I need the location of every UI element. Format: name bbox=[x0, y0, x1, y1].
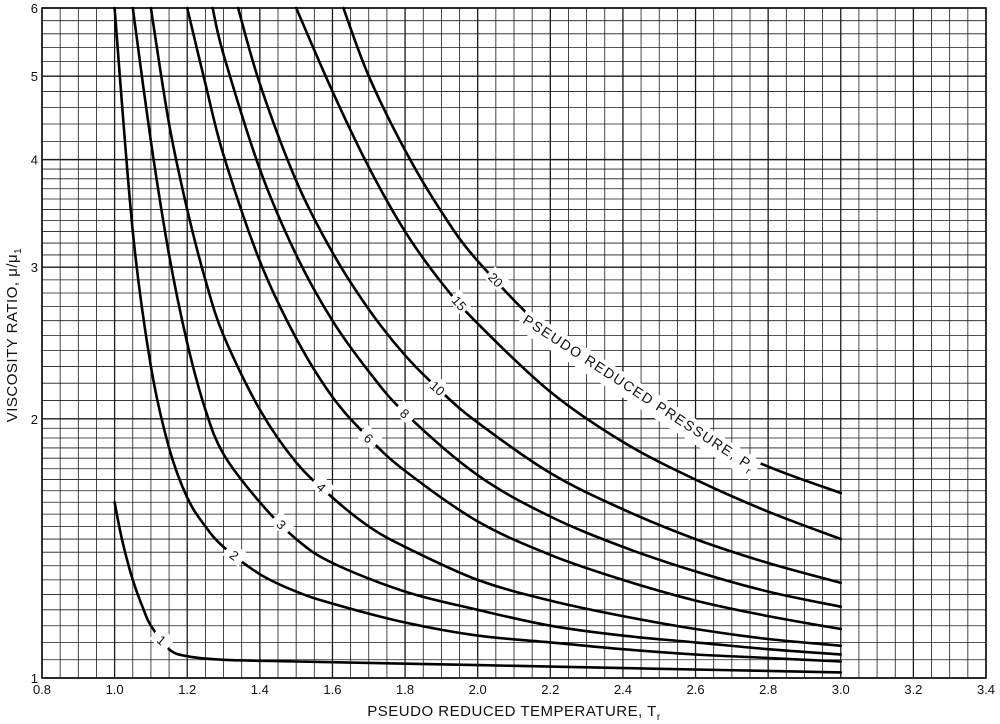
series-line-pr-6 bbox=[185, 6, 843, 631]
annotation-bg bbox=[514, 308, 762, 481]
x-tick-label: 1.4 bbox=[251, 682, 269, 697]
x-tick-label: 2.8 bbox=[759, 682, 777, 697]
plot-frame bbox=[41, 7, 987, 679]
x-tick-label: 2.0 bbox=[469, 682, 487, 697]
x-axis-title: PSEUDO REDUCED TEMPERATURE, Tr bbox=[367, 703, 661, 723]
series-label-bg bbox=[447, 289, 473, 316]
series-label-bg bbox=[392, 399, 419, 426]
series-label-bg bbox=[269, 510, 296, 537]
series-label-bg bbox=[356, 424, 383, 450]
x-tick-labels: 0.8 1.0 1.2 1.4 1.6 1.8 2.0 2.2 2.4 2.6 2.8 3.0 3.2 3… bbox=[33, 682, 995, 697]
series-line-pr-4 bbox=[149, 6, 843, 648]
series-line-pr-3 bbox=[131, 6, 843, 656]
x-tick-label: 2.2 bbox=[541, 682, 559, 697]
x-tick-label: 0.8 bbox=[33, 682, 51, 697]
y-tick-label: 2 bbox=[31, 412, 38, 427]
series-line-pr-15 bbox=[294, 6, 843, 541]
x-tick-label: 2.4 bbox=[614, 682, 632, 697]
y-tick-label: 4 bbox=[31, 153, 38, 168]
x-tick-label: 3.0 bbox=[832, 682, 850, 697]
series-line-pr-2 bbox=[113, 6, 843, 663]
y-tick-label: 1 bbox=[31, 671, 38, 686]
x-tick-label: 3.4 bbox=[977, 682, 995, 697]
x-tick-label: 1.0 bbox=[106, 682, 124, 697]
series-line-pr-1 bbox=[113, 500, 843, 674]
x-tick-label: 1.2 bbox=[178, 682, 196, 697]
series-label-bg bbox=[425, 374, 452, 400]
x-tick-label: 3.2 bbox=[904, 682, 922, 697]
series-label-bg bbox=[309, 473, 336, 499]
series-label-bg bbox=[222, 541, 248, 567]
y-tick-labels: 1 2 3 4 5 6 bbox=[31, 1, 38, 686]
x-tick-label: 1.8 bbox=[396, 682, 414, 697]
y-tick-label: 3 bbox=[31, 260, 38, 275]
y-tick-label: 5 bbox=[31, 69, 38, 84]
series-label-bg bbox=[149, 626, 176, 652]
y-axis-title: VISCOSITY RATIO, μ/μ1 bbox=[4, 248, 24, 423]
x-tick-label: 1.6 bbox=[323, 682, 341, 697]
series-label-bg bbox=[483, 266, 510, 292]
x-tick-label: 2.6 bbox=[686, 682, 704, 697]
y-tick-label: 6 bbox=[31, 1, 38, 16]
